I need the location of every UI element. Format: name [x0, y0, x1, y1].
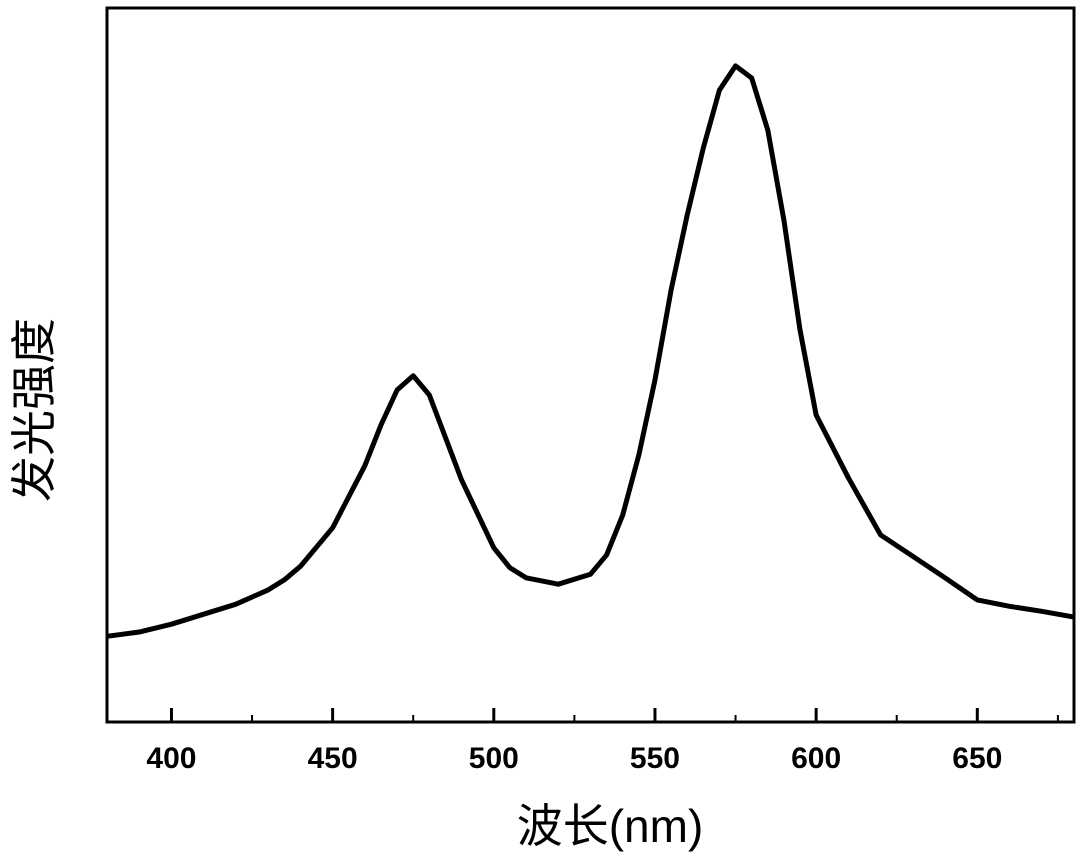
- x-axis-title: 波长(nm): [517, 800, 704, 852]
- y-axis-title: 发光强度: [8, 318, 60, 502]
- x-tick-label: 650: [952, 742, 1002, 775]
- x-tick-label: 550: [630, 742, 680, 775]
- x-tick-label: 450: [308, 742, 358, 775]
- x-tick-label: 400: [146, 742, 196, 775]
- x-tick-label: 500: [469, 742, 519, 775]
- plot-frame: [107, 8, 1074, 722]
- x-tick-label: 600: [791, 742, 841, 775]
- chart: 波长(nm) 发光强度 400 450 500 550 600 650: [0, 0, 1080, 867]
- spectrum-line: [107, 66, 1074, 636]
